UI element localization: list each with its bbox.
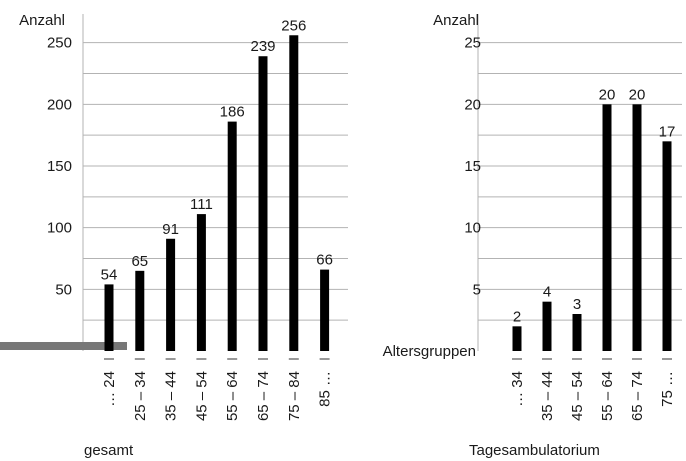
y-tick-label: 250 <box>47 35 72 52</box>
y-tick-label: 100 <box>47 220 72 237</box>
panel-title: Tagesambulatorium <box>469 442 600 459</box>
data-label: 20 <box>629 86 646 103</box>
y-tick-label: 10 <box>464 220 481 237</box>
y-tick-label: 150 <box>47 158 72 175</box>
chart-panel-tagesambulatorium: Anzahl 5 10 15 20 25 2 … 34 4 35 – 44 3 45 – 54 20 55… <box>383 12 682 459</box>
data-label: 2 <box>513 308 521 325</box>
data-label: 54 <box>101 266 118 283</box>
bar <box>572 314 582 351</box>
category-label: 55 – 64 <box>599 371 616 421</box>
category-label: … 34 <box>509 371 526 407</box>
data-label: 66 <box>316 252 333 269</box>
data-label: 111 <box>190 196 213 213</box>
category-label: 75 – 84 <box>286 371 303 421</box>
data-label: 3 <box>573 296 581 313</box>
chart-panel-gesamt: Anzahl 50 100 150 200 250 54 … 24 65 25 – 34 91 35 … <box>0 12 348 459</box>
bar <box>662 141 672 351</box>
data-label: 20 <box>599 86 616 103</box>
bar <box>227 121 237 351</box>
category-label: 45 – 54 <box>193 371 210 421</box>
y-tick-label: 15 <box>464 158 481 175</box>
y-tick-label: 25 <box>464 35 481 52</box>
panel-title: gesamt <box>84 442 134 459</box>
data-label: 186 <box>220 104 245 121</box>
y-tick-label: 20 <box>464 96 481 113</box>
data-label: 91 <box>162 221 179 238</box>
bar <box>166 238 176 351</box>
reference-marker <box>0 342 127 350</box>
category-label: … 24 <box>101 371 118 407</box>
bar <box>602 104 612 351</box>
data-label: 65 <box>131 253 148 270</box>
data-label: 256 <box>281 17 306 34</box>
category-label: 55 – 64 <box>224 371 241 421</box>
bar <box>258 56 268 351</box>
bar <box>320 269 330 351</box>
data-label: 239 <box>250 38 275 55</box>
bar <box>542 301 552 351</box>
bar <box>632 104 642 351</box>
bar <box>135 270 145 351</box>
category-label: 85 … <box>317 371 334 407</box>
y-tick-label: 200 <box>47 96 72 113</box>
bar <box>289 35 299 352</box>
bar <box>104 284 114 351</box>
x-axis-label: Altersgruppen <box>383 343 476 360</box>
category-label: 25 – 34 <box>132 371 149 421</box>
category-label: 35 – 44 <box>539 371 556 421</box>
category-label: 45 – 54 <box>569 371 586 421</box>
category-label: 65 – 74 <box>629 371 646 421</box>
y-axis-label: Anzahl <box>433 12 479 29</box>
bar <box>196 214 206 351</box>
category-label: 35 – 44 <box>163 371 180 421</box>
category-label: 65 – 74 <box>255 371 272 421</box>
data-label: 17 <box>659 123 676 140</box>
y-tick-label: 50 <box>55 281 72 298</box>
bar <box>512 326 522 351</box>
data-label: 4 <box>543 284 551 301</box>
y-axis-label: Anzahl <box>19 12 65 29</box>
category-label: 75 … <box>659 371 676 407</box>
y-tick-label: 5 <box>473 281 481 298</box>
